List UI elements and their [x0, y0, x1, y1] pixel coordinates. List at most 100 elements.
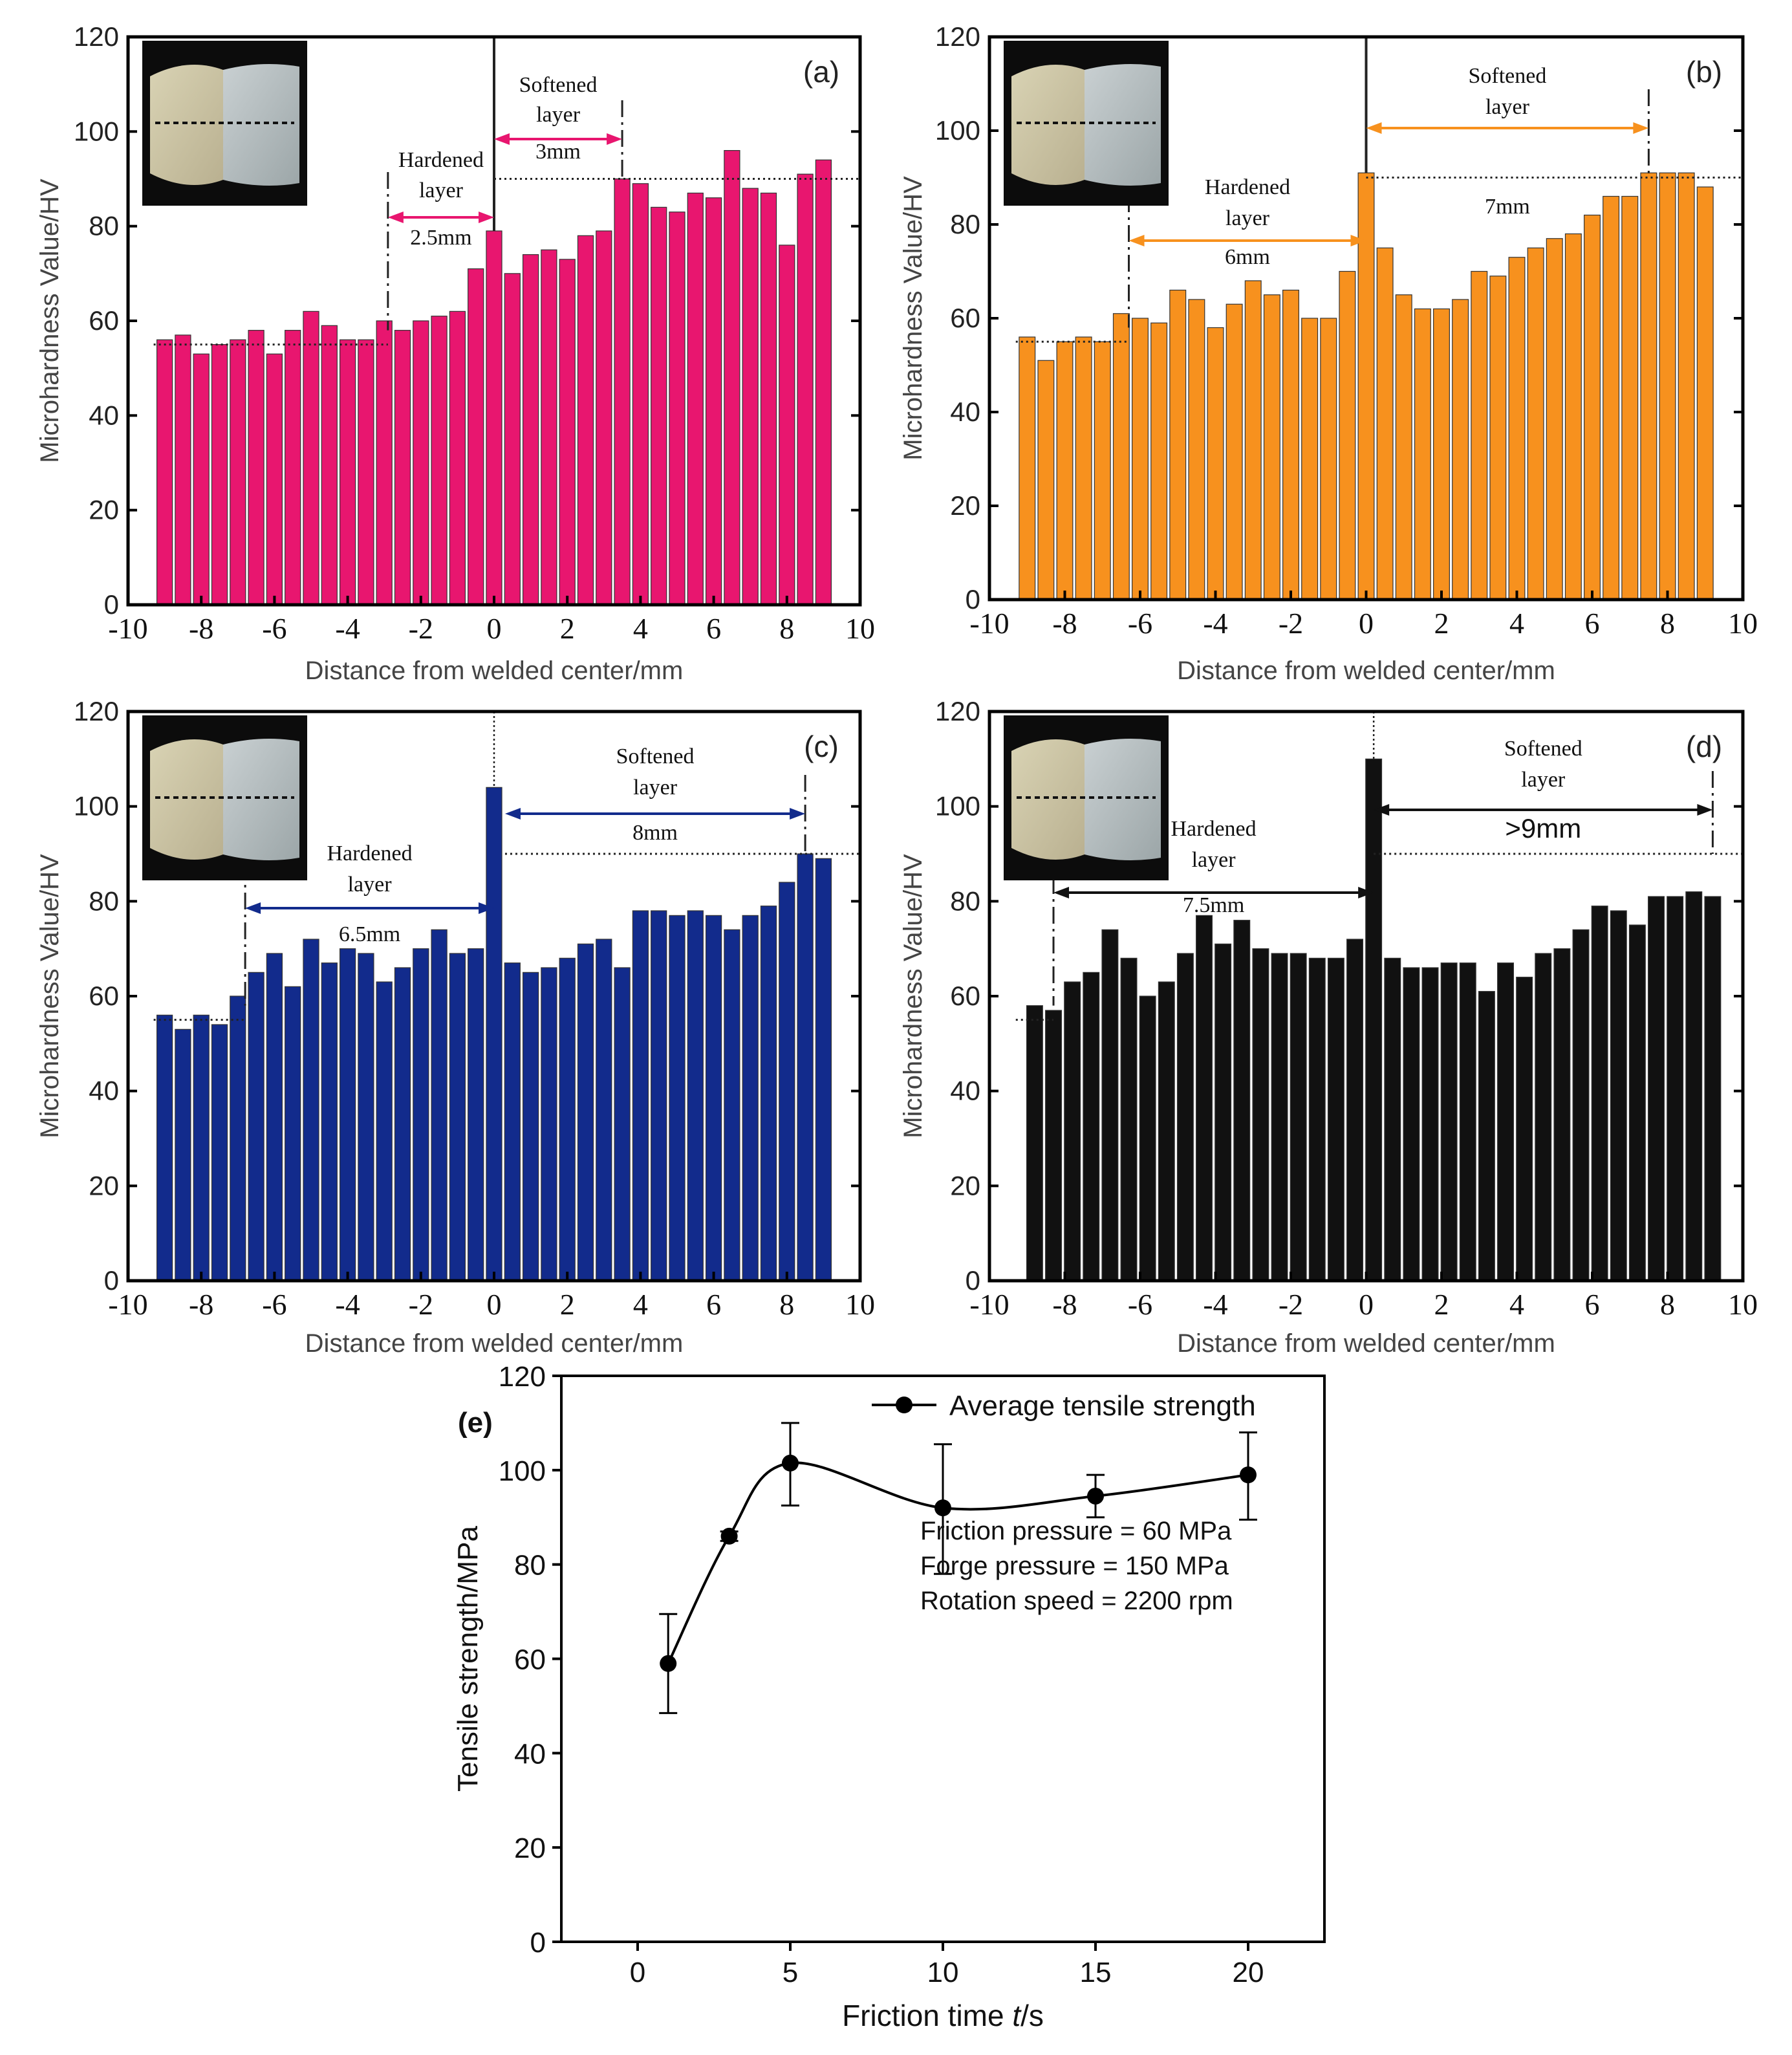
x-tick-label: 2: [1434, 607, 1449, 640]
bar: [486, 230, 502, 605]
bar: [1026, 1005, 1043, 1281]
x-tick-label: 4: [1509, 607, 1524, 640]
bar: [1290, 953, 1307, 1281]
hardened-arrow: [387, 212, 494, 223]
bar: [1591, 906, 1608, 1281]
x-tick-label: -10: [108, 612, 147, 645]
x-tick-label: 10: [845, 612, 875, 645]
bar: [596, 939, 612, 1281]
hardened-arrow: [1128, 235, 1366, 246]
y-axis-label: Tensile strength/MPa: [452, 1526, 484, 1792]
condition-note: Forge pressure = 150 MPa: [920, 1552, 1229, 1580]
bar: [1508, 257, 1526, 600]
bar: [1120, 957, 1138, 1281]
bar: [1346, 939, 1364, 1281]
bar: [760, 906, 777, 1281]
bar: [1176, 953, 1194, 1281]
bar: [193, 1014, 210, 1281]
arrow-head-left: [1128, 235, 1145, 246]
bar: [1516, 977, 1533, 1281]
x-tick-label: 8: [779, 1288, 794, 1321]
arrow-head-right: [479, 212, 494, 223]
bar: [1094, 341, 1111, 600]
bar: [1037, 360, 1055, 600]
softened-arrow: [1374, 804, 1713, 816]
y-tick-label: 120: [74, 696, 119, 726]
bar: [1271, 953, 1288, 1281]
y-tick-label: 60: [514, 1644, 546, 1676]
legend-marker: [896, 1397, 912, 1413]
bar: [577, 943, 594, 1281]
arrow-head-right: [790, 808, 806, 820]
y-tick-label: 80: [89, 886, 119, 916]
bar: [1659, 172, 1676, 600]
softened-label: Softened: [616, 745, 695, 768]
bar: [1553, 948, 1571, 1281]
x-tick-label: -6: [262, 1288, 286, 1321]
arrow-head-left: [494, 133, 510, 145]
bar: [1640, 172, 1657, 600]
x-tick-label: -10: [108, 1288, 147, 1321]
y-tick-label: 40: [89, 400, 119, 430]
bar: [541, 967, 557, 1281]
bar: [449, 310, 466, 605]
hardened-label: Hardened: [398, 148, 484, 172]
arrow-head-right: [1350, 235, 1366, 246]
y-tick-label: 100: [935, 791, 980, 821]
softened-label: Softened: [1469, 64, 1547, 88]
bar: [504, 273, 521, 605]
bar: [522, 254, 539, 605]
x-tick-label: 6: [706, 1288, 721, 1321]
bar: [285, 330, 301, 605]
bar: [1252, 948, 1269, 1281]
x-tick-label: 8: [779, 612, 794, 645]
bar: [413, 948, 429, 1281]
bar: [1478, 991, 1495, 1281]
x-axis-label: Distance from welded center/mm: [1177, 657, 1555, 685]
y-tick-label: 0: [966, 1265, 980, 1296]
bar: [156, 1014, 173, 1281]
hardened-width-label: 7.5mm: [1183, 893, 1244, 917]
data-point: [660, 1655, 677, 1672]
bar: [303, 310, 319, 605]
panel-label: (d): [1686, 730, 1722, 763]
softened-width-label: 3mm: [535, 140, 581, 164]
series-line: [667, 1461, 1249, 1664]
panel-label: (a): [803, 55, 839, 89]
bar: [614, 178, 631, 605]
bar: [1572, 929, 1590, 1281]
x-tick-label: -6: [1128, 607, 1152, 640]
y-tick-label: 40: [514, 1738, 546, 1770]
bar: [449, 953, 466, 1281]
x-tick-label: -2: [409, 1288, 433, 1321]
bar: [1678, 172, 1695, 600]
bar: [266, 353, 283, 605]
bar: [303, 939, 319, 1281]
x-tick-label: -8: [1052, 1288, 1077, 1321]
hardened-width-label: 6.5mm: [339, 922, 400, 946]
bar: [1535, 953, 1552, 1281]
x-tick-label: -8: [189, 612, 213, 645]
data-point: [1087, 1487, 1104, 1505]
x-tick-label: -10: [969, 607, 1009, 640]
bar: [468, 268, 484, 605]
bar: [358, 953, 374, 1281]
bar: [1339, 270, 1356, 600]
bar: [1019, 336, 1036, 600]
bar: [1704, 896, 1722, 1281]
bar: [705, 915, 722, 1281]
bar: [1169, 289, 1187, 600]
bar: [1233, 920, 1251, 1281]
condition-note: Rotation speed = 2200 rpm: [920, 1587, 1233, 1615]
softened-label: Softened: [519, 73, 598, 97]
bar: [1440, 962, 1458, 1281]
bar: [1376, 247, 1394, 600]
y-axis-label: Microhardness Value/HV: [899, 854, 927, 1138]
bar: [724, 929, 740, 1281]
bar: [724, 150, 740, 605]
photo-right-part: [223, 64, 299, 186]
softened-arrow: [1366, 122, 1649, 134]
bar: [1112, 313, 1130, 600]
bar: [1308, 957, 1326, 1281]
